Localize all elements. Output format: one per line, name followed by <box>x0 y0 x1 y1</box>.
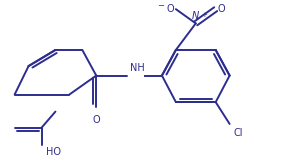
Text: −: − <box>157 1 164 10</box>
Text: N: N <box>192 11 200 21</box>
Text: O: O <box>218 4 225 14</box>
Text: NH: NH <box>130 63 145 73</box>
Text: O: O <box>92 115 100 125</box>
Text: O: O <box>166 4 174 14</box>
Text: HO: HO <box>46 147 62 157</box>
Text: +: + <box>202 12 207 18</box>
Text: Cl: Cl <box>234 128 243 138</box>
